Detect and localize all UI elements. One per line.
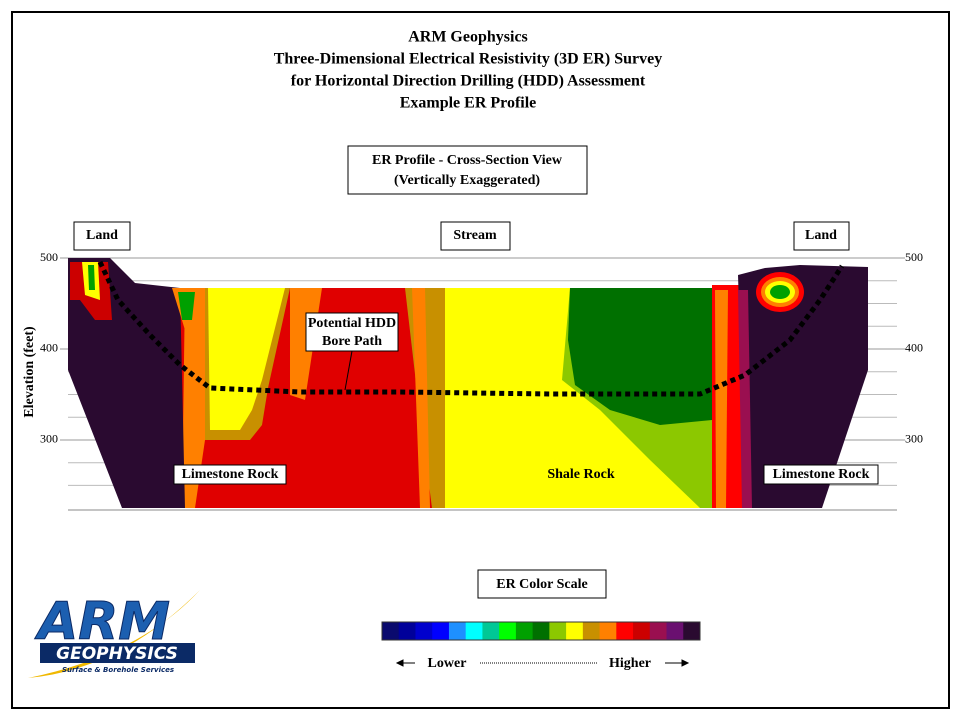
scale-outline [381, 621, 701, 641]
scale-swatch [566, 622, 584, 640]
location-label: Stream [453, 228, 497, 243]
zone-orange [182, 288, 205, 508]
scale-title-box [477, 569, 607, 599]
zone-green [178, 292, 195, 320]
scale-swatch [649, 622, 668, 640]
bore-path [97, 260, 845, 397]
color-scale [382, 622, 701, 640]
view-line: (Vertically Exaggerated) [394, 173, 540, 188]
scale-swatch [398, 622, 416, 640]
scale-title: ER Color Scale [496, 577, 588, 592]
title-line: ARM Geophysics [408, 29, 528, 46]
y-axis-label: Elevation (feet) [22, 326, 37, 418]
view-line: ER Profile - Cross-Section View [372, 153, 563, 168]
arrow-right [665, 659, 690, 667]
rock-label: Limestone Rock [773, 467, 870, 482]
y-tick-label: 300 [40, 432, 58, 446]
blob [770, 285, 790, 299]
zone-green [568, 288, 712, 425]
rock-box [173, 464, 287, 485]
y-tick-label-right: 400 [905, 341, 923, 355]
scale-swatch [549, 622, 567, 640]
scale-swatch [599, 622, 617, 640]
arrow-left [395, 659, 415, 667]
scale-swatch [582, 622, 601, 640]
scale-swatch [666, 622, 684, 640]
scale-swatch [415, 622, 433, 640]
scale-swatch [465, 622, 483, 640]
zone-magenta [738, 290, 752, 508]
scale-swatch [633, 622, 651, 640]
scale-swatch [448, 622, 467, 640]
title-line: Example ER Profile [400, 95, 537, 112]
y-tick-label: 400 [40, 341, 58, 355]
rock-box [763, 464, 879, 485]
logo-name: ARM [34, 592, 170, 652]
y-tick-label-right: 300 [905, 432, 923, 446]
logo-subtitle: GEOPHYSICS [56, 644, 178, 664]
location-label: Land [86, 228, 118, 243]
scale-swatch [382, 622, 400, 640]
rock-label: Shale Rock [547, 467, 615, 482]
location-box [793, 221, 850, 251]
annotation: Potential HDD [308, 316, 396, 331]
view-box [347, 145, 588, 195]
annotation-pointer [344, 350, 353, 391]
scale-swatch [532, 622, 550, 640]
logo: ARM GEOPHYSICS Surface & Borehole Servic… [28, 590, 200, 678]
y-tick-label-right: 500 [905, 250, 923, 264]
y-tick-label: 500 [40, 250, 58, 264]
zone-orange [412, 288, 430, 508]
rock-box [540, 465, 622, 484]
annotation: Bore Path [322, 334, 382, 349]
scale-high: Higher [609, 656, 651, 671]
scale-swatch [499, 622, 517, 640]
annotation-box [305, 312, 399, 352]
rock-label: Limestone Rock [182, 467, 279, 482]
scale-swatch [482, 622, 500, 640]
logo-tagline: Surface & Borehole Services [62, 666, 174, 674]
zone-yellow [208, 288, 285, 430]
location-label: Land [805, 228, 837, 243]
title-line: for Horizontal Direction Drilling (HDD) … [291, 73, 646, 90]
title-line: Three-Dimensional Electrical Resistivity… [274, 51, 663, 68]
zone-purple [68, 258, 185, 508]
zone-orange [715, 290, 728, 508]
scale-swatch [515, 622, 534, 640]
scale-low: Lower [428, 656, 467, 671]
zone-green [88, 265, 95, 290]
zone-purple [738, 265, 868, 508]
location-box [440, 221, 511, 251]
scale-swatch [616, 622, 634, 640]
logo-band [40, 643, 195, 663]
location-box [73, 221, 131, 251]
scale-swatch [432, 622, 450, 640]
scale-swatch [683, 622, 701, 640]
